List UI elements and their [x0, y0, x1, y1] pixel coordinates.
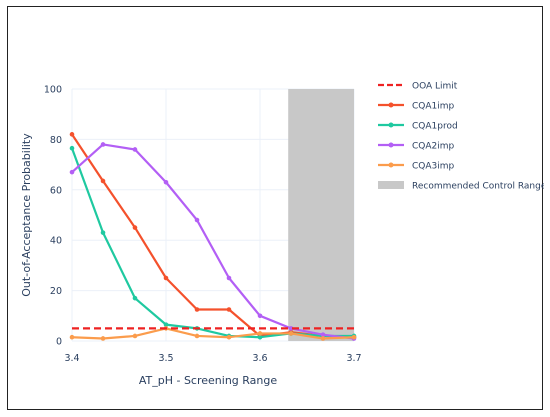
legend-label: CQA1prod	[412, 122, 458, 132]
x-tick-label: 3.4	[64, 353, 79, 364]
legend-label: CQA3imp	[412, 162, 455, 172]
series-line	[71, 327, 355, 340]
data-point	[226, 307, 232, 312]
y-tick-label: 40	[50, 236, 62, 247]
legend-item: CQA3imp	[378, 162, 455, 172]
data-point	[163, 179, 169, 185]
y-tick-label: 60	[50, 185, 62, 196]
data-point	[69, 169, 75, 175]
x-tick-label: 3.5	[158, 353, 173, 364]
data-point	[132, 333, 138, 339]
y-tick-label: 0	[56, 337, 62, 348]
data-point	[257, 313, 263, 319]
data-point	[69, 334, 75, 340]
data-point	[288, 326, 294, 331]
series-layer	[69, 132, 357, 341]
data-point	[100, 336, 106, 341]
legend-label: OOA Limit	[412, 82, 458, 92]
data-point	[257, 334, 263, 340]
legend-label: CQA1imp	[412, 102, 455, 112]
x-tick-label: 3.7	[346, 353, 361, 364]
chart-frame: 0 20 40 60 80 100 3.4 3.5 3.6 3.7 Out-of-Acceptan…	[7, 6, 547, 410]
tick-labels: 0 20 40 60 80 100 3.4 3.5 3.6 3.7	[44, 85, 362, 365]
data-point	[100, 142, 106, 147]
series-line	[70, 147, 354, 339]
data-point	[163, 322, 169, 327]
data-point	[100, 178, 106, 184]
control-range-band	[288, 89, 354, 341]
data-point	[351, 334, 357, 340]
data-point	[194, 333, 200, 339]
data-point	[100, 230, 106, 235]
data-point	[320, 336, 326, 341]
legend-label: Recommended Control Range	[412, 182, 544, 192]
y-axis-label: Out-of-Acceptance Probability	[20, 133, 33, 297]
data-point	[132, 225, 138, 230]
legend-marker	[388, 162, 394, 168]
y-tick-label: 80	[50, 135, 62, 146]
legend-item: Recommended Control Range	[378, 181, 547, 192]
data-point	[194, 217, 200, 223]
series-cqa3imp	[69, 326, 357, 341]
x-axis-label: AT_pH - Screening Range	[139, 374, 278, 387]
data-point	[320, 332, 326, 338]
data-point	[226, 334, 232, 340]
data-point	[69, 145, 75, 151]
legend-label: CQA2imp	[412, 142, 455, 152]
control-range-layer	[288, 89, 354, 341]
data-point	[226, 275, 232, 281]
x-tick-label: 3.6	[252, 353, 267, 364]
legend-item: CQA2imp	[378, 142, 455, 152]
y-tick-label: 100	[44, 85, 62, 96]
legend: OOA Limit CQA1imp CQA1prod CQA2imp CQA3imp Re…	[378, 82, 547, 192]
data-point	[69, 132, 75, 137]
legend-swatch	[378, 181, 404, 189]
data-point	[163, 275, 169, 281]
legend-marker	[388, 142, 394, 148]
series-cqa2imp	[69, 142, 357, 341]
data-point	[288, 331, 294, 336]
series-line	[71, 143, 355, 340]
legend-item: OOA Limit	[378, 82, 458, 92]
data-point	[132, 295, 138, 301]
data-point	[132, 147, 138, 152]
legend-item: CQA1prod	[378, 122, 458, 132]
legend-item: CQA1imp	[378, 102, 455, 112]
y-tick-label: 20	[50, 286, 62, 297]
data-point	[257, 331, 263, 336]
line-chart: 0 20 40 60 80 100 3.4 3.5 3.6 3.7 Out-of-Acceptan…	[20, 82, 547, 388]
legend-marker	[388, 102, 394, 108]
data-point	[194, 307, 200, 312]
legend-marker	[388, 122, 394, 128]
